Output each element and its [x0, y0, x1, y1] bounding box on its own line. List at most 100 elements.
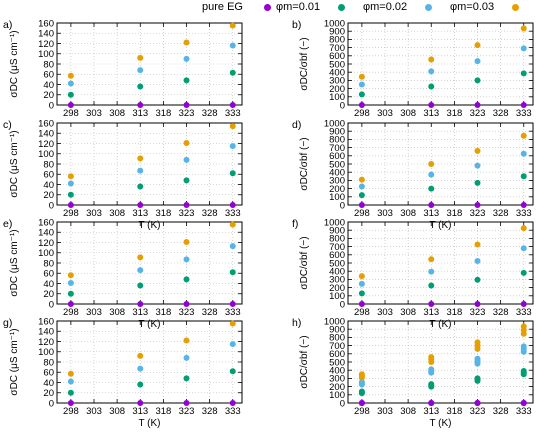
- data-point: [358, 371, 365, 378]
- x-tick-label: 303: [377, 307, 393, 318]
- y-tick-label: 600: [329, 51, 345, 62]
- y-tick-label: 900: [329, 226, 345, 237]
- data-point: [474, 179, 481, 186]
- data-point: [358, 202, 365, 208]
- x-tick-label: 313: [132, 208, 148, 219]
- x-tick-label: 323: [470, 406, 486, 417]
- data-point: [67, 202, 74, 208]
- y-axis-label: σDC (μS cm⁻¹): [9, 229, 20, 296]
- data-point: [67, 91, 74, 98]
- x-tick-label: 308: [109, 208, 125, 219]
- data-point: [183, 77, 190, 84]
- data-point: [137, 301, 144, 307]
- data-point: [137, 352, 144, 359]
- y-tick-label: 60: [43, 70, 54, 81]
- x-axis-label: T (K): [138, 319, 160, 330]
- x-tick-label: 303: [377, 208, 393, 219]
- x-tick-label: 313: [423, 108, 439, 119]
- x-tick-label: 298: [354, 208, 370, 219]
- y-tick-label: 300: [329, 176, 345, 187]
- x-tick-label: 313: [423, 208, 439, 219]
- data-point: [229, 341, 236, 348]
- x-tick-label: 313: [132, 108, 148, 119]
- y-tick-label: 120: [38, 337, 54, 348]
- y-axis-label: σDC/σbf (−): [299, 37, 310, 90]
- legend-marker: [264, 4, 271, 11]
- x-tick-label: 333: [516, 208, 532, 219]
- y-tick-label: 700: [329, 341, 345, 352]
- data-point: [474, 102, 481, 108]
- panel-label: d): [292, 119, 301, 131]
- legend-label: pure EG: [202, 1, 243, 13]
- x-tick-label: 318: [155, 208, 171, 219]
- y-tick-label: 0: [49, 398, 54, 409]
- x-tick-label: 318: [155, 406, 171, 417]
- data-point: [137, 183, 144, 190]
- x-tick-label: 298: [63, 108, 79, 119]
- y-tick-label: 700: [329, 242, 345, 253]
- legend-marker: [512, 4, 519, 11]
- data-point: [183, 55, 190, 62]
- x-tick-label: 328: [202, 406, 218, 417]
- data-point: [229, 301, 236, 307]
- data-point: [183, 375, 190, 382]
- y-tick-label: 60: [43, 368, 54, 379]
- data-point: [67, 72, 74, 79]
- y-tick-label: 20: [43, 90, 54, 101]
- y-tick-label: 20: [43, 388, 54, 399]
- data-point: [229, 143, 236, 150]
- y-tick-label: 0: [340, 200, 345, 211]
- x-tick-label: 308: [400, 208, 416, 219]
- y-tick-label: 500: [329, 159, 345, 170]
- y-tick-label: 60: [43, 269, 54, 280]
- data-point: [428, 68, 435, 75]
- y-tick-label: 1000: [324, 217, 345, 228]
- y-tick-label: 80: [43, 59, 54, 70]
- y-tick-label: 500: [329, 357, 345, 368]
- y-tick-label: 400: [329, 68, 345, 79]
- data-point: [183, 276, 190, 283]
- data-point: [67, 290, 74, 297]
- x-tick-label: 313: [132, 406, 148, 417]
- panel-g: 298 303 308 313 318 323 328 3330204060801001201…: [3, 316, 243, 429]
- y-tick-label: 40: [43, 378, 54, 389]
- y-axis-label: σDC (μS cm⁻¹): [9, 328, 20, 395]
- panel-c: 298 303 308 313 318 323 328 3330204060801001201…: [3, 118, 243, 231]
- y-tick-label: 500: [329, 59, 345, 70]
- data-point: [229, 368, 236, 375]
- y-tick-label: 600: [329, 349, 345, 360]
- y-tick-label: 100: [329, 92, 345, 103]
- x-tick-label: 323: [179, 208, 195, 219]
- y-tick-label: 200: [329, 283, 345, 294]
- data-point: [474, 301, 481, 307]
- data-point: [520, 45, 527, 52]
- x-tick-label: 308: [109, 406, 125, 417]
- panel-label: e): [3, 218, 12, 230]
- y-tick-label: 300: [329, 76, 345, 87]
- data-point: [137, 254, 144, 261]
- data-point: [520, 70, 527, 77]
- y-tick-label: 140: [38, 327, 54, 338]
- y-tick-label: 0: [49, 200, 54, 211]
- y-tick-label: 900: [329, 27, 345, 38]
- x-tick-label: 323: [179, 406, 195, 417]
- data-point: [428, 381, 435, 388]
- x-tick-label: 298: [63, 406, 79, 417]
- x-axis-label: T (K): [429, 319, 451, 330]
- data-point: [229, 42, 236, 49]
- data-point: [474, 257, 481, 264]
- y-tick-label: 100: [38, 347, 54, 358]
- x-tick-label: 308: [400, 307, 416, 318]
- data-point: [229, 69, 236, 76]
- legend-item: pure EG: [202, 1, 243, 13]
- x-axis-label: T (K): [138, 220, 160, 231]
- data-point: [428, 400, 435, 406]
- y-tick-label: 1000: [324, 18, 345, 29]
- x-tick-label: 303: [86, 307, 102, 318]
- data-point: [428, 102, 435, 108]
- x-tick-label: 303: [377, 406, 393, 417]
- data-point: [520, 132, 527, 139]
- data-point: [137, 102, 144, 108]
- data-point: [229, 202, 236, 208]
